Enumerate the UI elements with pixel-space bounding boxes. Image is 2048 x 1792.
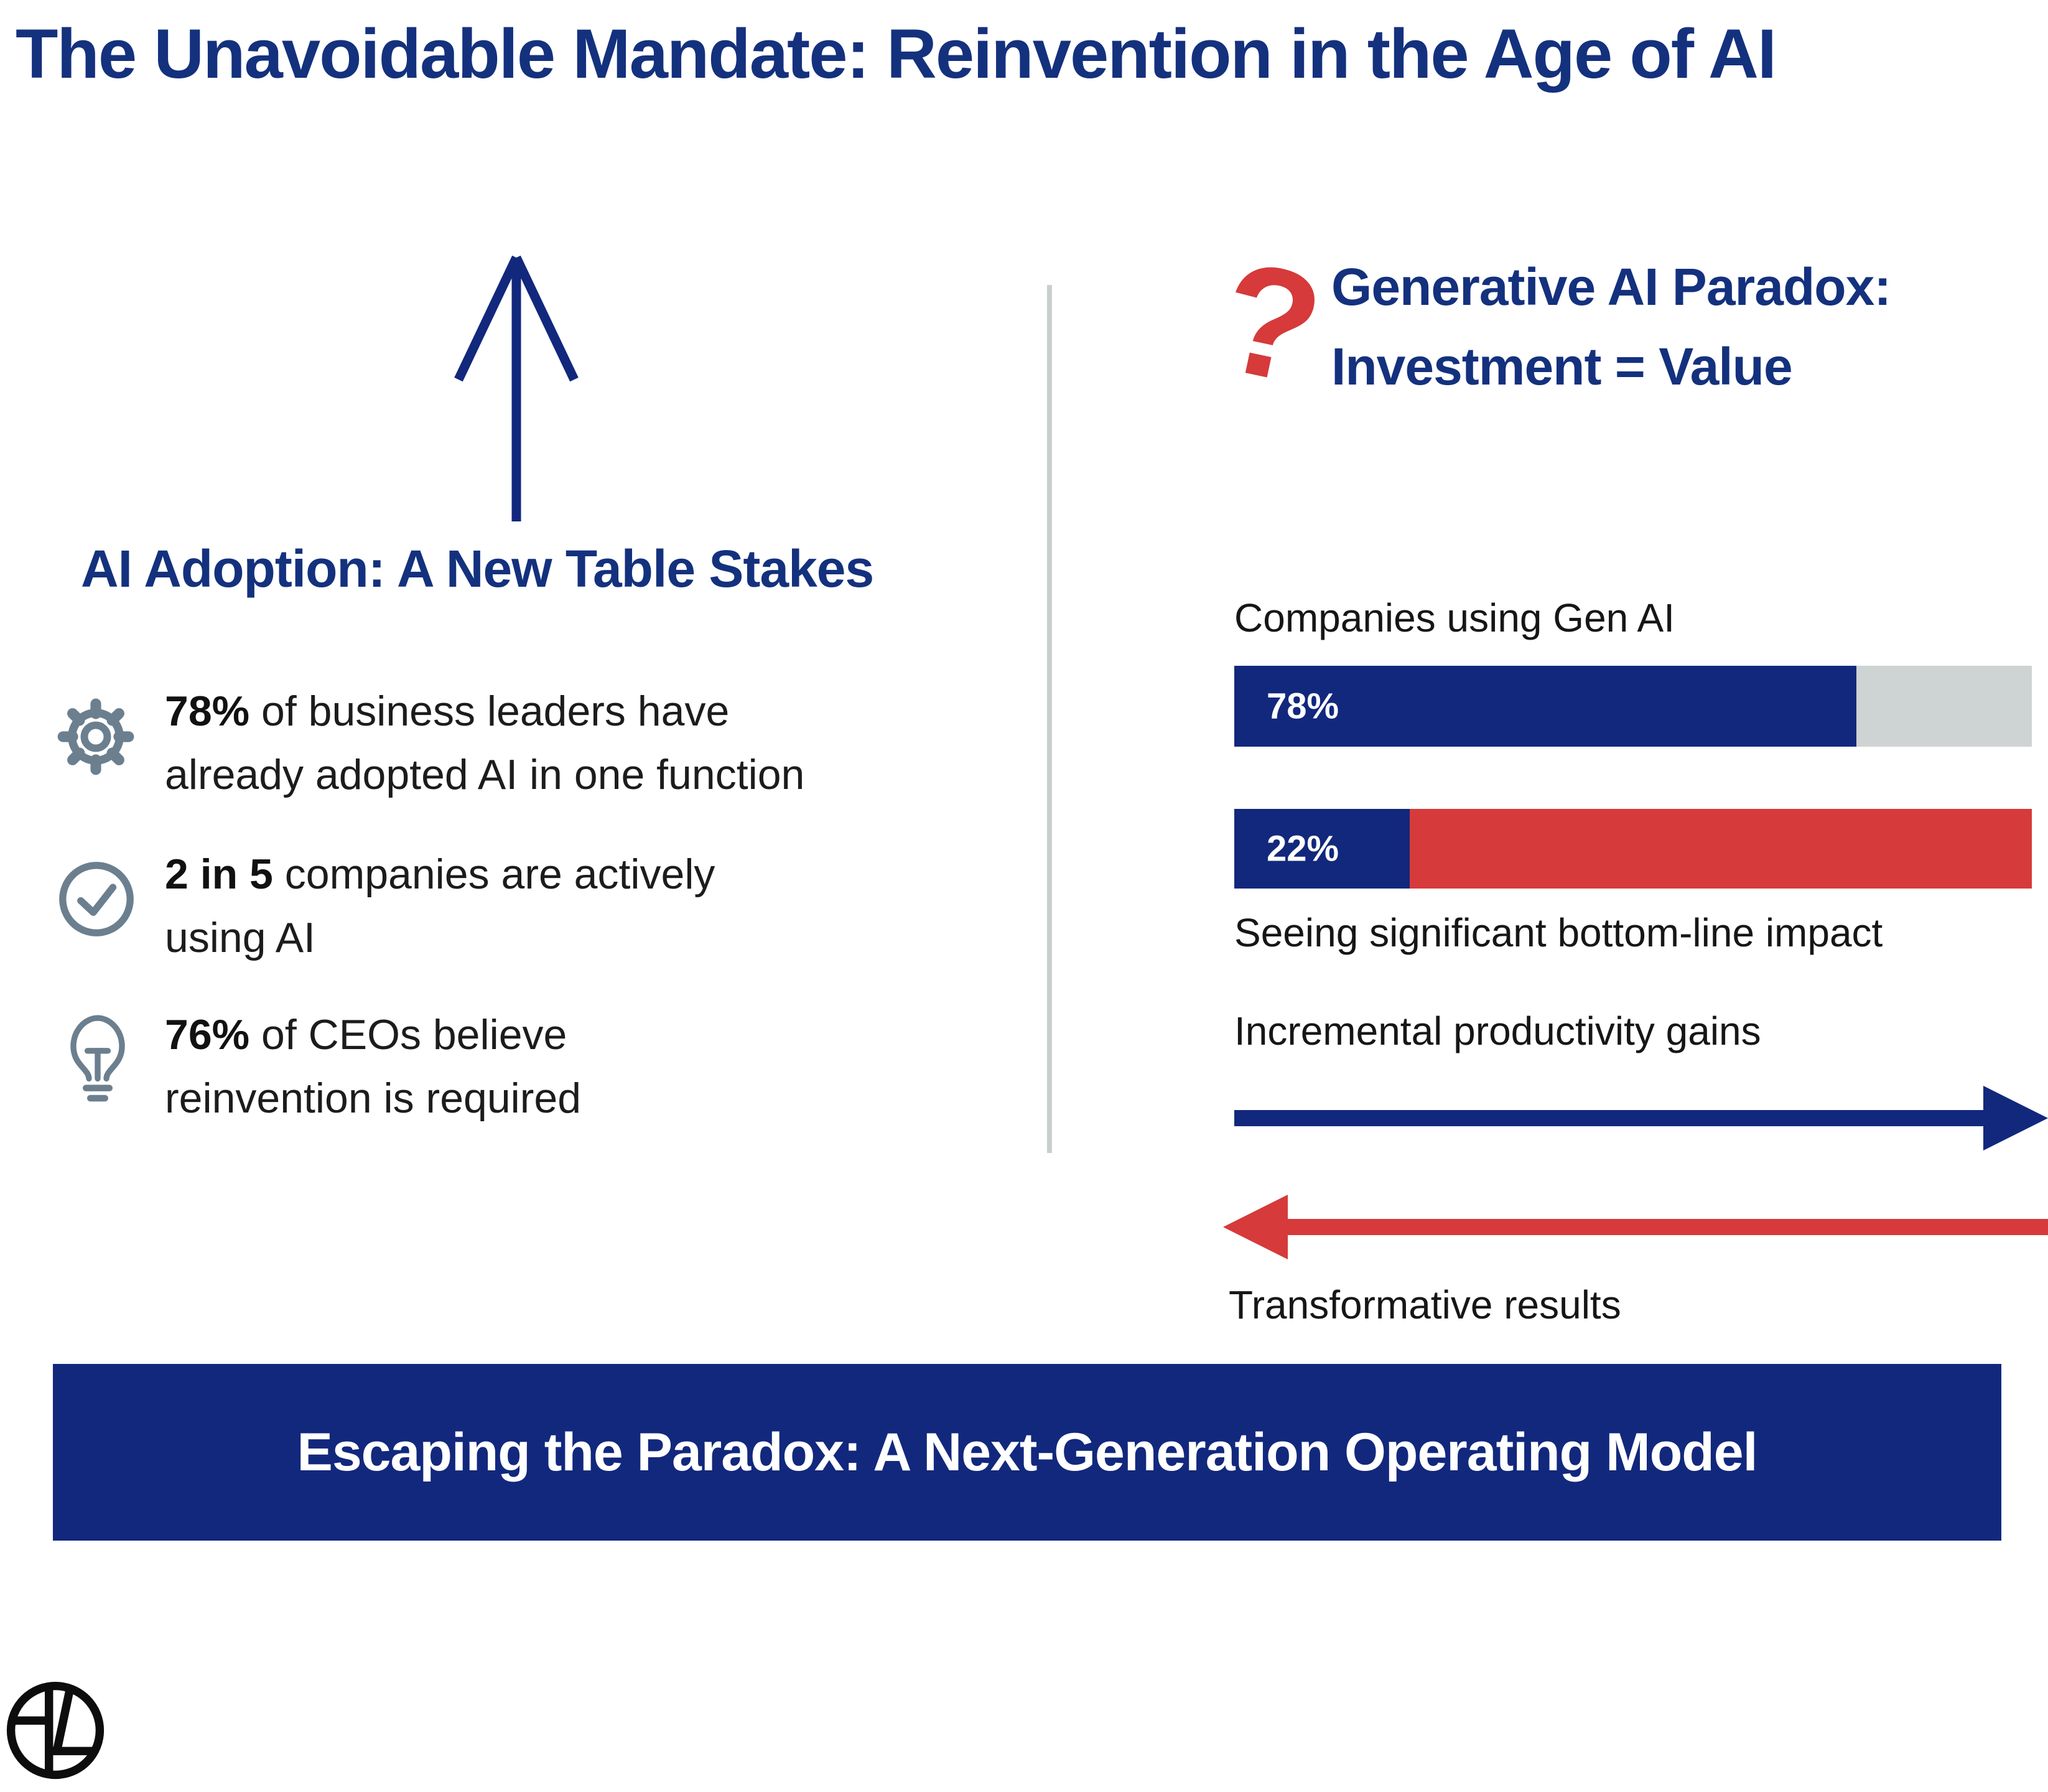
- lightbulb-icon: [70, 1015, 125, 1102]
- transformative-results-label: Transformative results: [1229, 1282, 1621, 1327]
- left-arrow-icon: [1223, 1195, 2048, 1259]
- company-logo: [6, 1681, 105, 1780]
- bar-fill: [1234, 666, 1856, 747]
- bullet-line2: already adopted AI in one function: [165, 751, 805, 798]
- bullet-line2: reinvention is required: [165, 1075, 582, 1122]
- bullet-bold-value: 2 in 5: [165, 851, 273, 898]
- bar1-label: Companies using Gen AI: [1234, 595, 1675, 640]
- bullet-line1: of CEOs believe: [261, 1011, 567, 1058]
- bar-bottom-line-impact: 22%: [1234, 809, 2032, 889]
- bullet-line2: using AI: [165, 914, 315, 961]
- bullet-bold-value: 78%: [165, 688, 250, 735]
- banner-title: Escaping the Paradox: A Next-Generation …: [297, 1422, 1757, 1482]
- bar-value: 22%: [1267, 828, 1339, 869]
- bullet-line1: of business leaders have: [261, 688, 730, 735]
- bullet-item-active-use: 2 in 5 companies are actively using AI: [165, 842, 986, 969]
- up-arrow-icon: [454, 255, 579, 521]
- bullet-bold-value: 76%: [165, 1011, 250, 1058]
- right-heading-line2: Investment = Value: [1331, 337, 1793, 396]
- bar-companies-using-genai: 78%: [1234, 666, 2032, 747]
- right-arrow-icon: [1234, 1086, 2048, 1150]
- bullet-line1: companies are actively: [284, 851, 715, 898]
- bottom-banner: Escaping the Paradox: A Next-Generation …: [53, 1364, 2001, 1541]
- bar2-label: Seeing significant bottom-line impact: [1234, 910, 1883, 955]
- question-mark-icon: ?: [1205, 227, 1336, 419]
- bar-fill: [1234, 809, 1410, 889]
- gear-icon: [57, 698, 134, 775]
- left-section-heading: AI Adoption: A New Table Stakes: [81, 539, 874, 598]
- bullet-item-adopted: 78% of business leaders have already ado…: [165, 679, 986, 806]
- bullet-item-reinvention: 76% of CEOs believe reinvention is requi…: [165, 1003, 986, 1130]
- page-title: The Unavoidable Mandate: Reinvention in …: [16, 15, 1777, 93]
- column-divider: [1047, 285, 1052, 1153]
- right-section-heading: Generative AI Paradox: Investment = Valu…: [1331, 248, 1891, 406]
- check-circle-icon: [59, 862, 134, 936]
- bar-value: 78%: [1267, 686, 1339, 727]
- incremental-gains-label: Incremental productivity gains: [1234, 1009, 1761, 1053]
- right-heading-line1: Generative AI Paradox:: [1331, 258, 1891, 316]
